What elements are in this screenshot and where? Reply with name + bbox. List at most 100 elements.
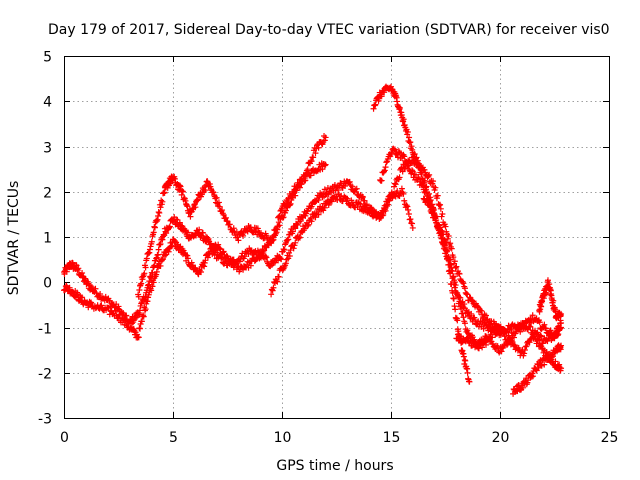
data-point bbox=[184, 255, 191, 262]
data-point bbox=[219, 207, 226, 214]
data-point bbox=[135, 293, 142, 300]
data-point bbox=[430, 178, 437, 185]
data-point bbox=[156, 241, 163, 248]
data-point bbox=[382, 164, 389, 171]
data-point bbox=[498, 348, 505, 355]
data-point bbox=[150, 279, 157, 286]
x-tick-label: 25 bbox=[601, 430, 619, 446]
data-point bbox=[230, 225, 237, 232]
data-point bbox=[515, 381, 522, 388]
data-point bbox=[148, 238, 155, 245]
data-point bbox=[442, 223, 449, 230]
data-point bbox=[158, 197, 165, 204]
data-point bbox=[454, 293, 461, 300]
data-point bbox=[269, 287, 276, 294]
data-point bbox=[421, 177, 428, 184]
data-point bbox=[165, 248, 172, 255]
data-point bbox=[279, 267, 286, 274]
data-point bbox=[140, 313, 147, 320]
data-point bbox=[558, 365, 565, 372]
data-point bbox=[479, 344, 486, 351]
data-point bbox=[366, 210, 373, 217]
data-point bbox=[199, 229, 206, 236]
data-point bbox=[286, 202, 293, 209]
data-point bbox=[198, 269, 205, 276]
data-point bbox=[322, 161, 329, 168]
data-point bbox=[153, 218, 160, 225]
data-point bbox=[363, 202, 370, 209]
data-point bbox=[153, 255, 160, 262]
data-point bbox=[168, 242, 175, 249]
data-point bbox=[399, 168, 406, 175]
chart-title: Day 179 of 2017, Sidereal Day-to-day VTE… bbox=[48, 22, 610, 38]
data-point bbox=[409, 224, 416, 231]
data-point bbox=[438, 213, 445, 220]
y-tick-label: -3 bbox=[38, 412, 52, 428]
data-point bbox=[437, 201, 444, 208]
data-point bbox=[401, 197, 408, 204]
data-point bbox=[187, 213, 194, 220]
data-point bbox=[226, 221, 233, 228]
data-point bbox=[346, 178, 353, 185]
data-point bbox=[273, 229, 280, 236]
data-point bbox=[216, 203, 223, 210]
data-point bbox=[391, 180, 398, 187]
data-point bbox=[194, 197, 201, 204]
data-point bbox=[270, 284, 277, 291]
data-point bbox=[292, 239, 299, 246]
data-point bbox=[308, 218, 315, 225]
data-point bbox=[534, 337, 541, 344]
data-point bbox=[353, 185, 360, 192]
data-point bbox=[116, 311, 123, 318]
data-point bbox=[307, 172, 314, 179]
data-point bbox=[315, 196, 322, 203]
data-point bbox=[151, 223, 158, 230]
data-point bbox=[541, 361, 548, 368]
data-point bbox=[305, 221, 312, 228]
data-point bbox=[144, 298, 151, 305]
data-point bbox=[148, 287, 155, 294]
data-point bbox=[409, 167, 416, 174]
data-point bbox=[145, 294, 152, 301]
data-point bbox=[503, 328, 510, 335]
data-point bbox=[486, 335, 493, 342]
data-point bbox=[438, 235, 445, 242]
data-point bbox=[206, 181, 213, 188]
data-point bbox=[537, 332, 544, 339]
data-point bbox=[303, 167, 310, 174]
data-point bbox=[292, 225, 299, 232]
data-point bbox=[299, 178, 306, 185]
data-point bbox=[405, 162, 412, 169]
data-point bbox=[522, 343, 529, 350]
data-point bbox=[361, 197, 368, 204]
data-point bbox=[212, 195, 219, 202]
data-point bbox=[235, 237, 242, 244]
data-point bbox=[517, 328, 524, 335]
data-point bbox=[87, 283, 94, 290]
data-point bbox=[558, 310, 565, 317]
data-point bbox=[459, 310, 466, 317]
data-point bbox=[201, 263, 208, 270]
data-point bbox=[82, 275, 89, 282]
data-point bbox=[275, 219, 282, 226]
tick-layer: 0 5 10 15 20 25 -3 -2 -1 0 1 2 3 4 5 bbox=[38, 50, 618, 447]
data-point bbox=[439, 210, 446, 217]
data-point bbox=[419, 180, 426, 187]
data-point bbox=[92, 285, 99, 292]
data-point bbox=[486, 321, 493, 328]
data-point bbox=[140, 312, 147, 319]
data-point bbox=[489, 340, 496, 347]
data-point bbox=[321, 186, 328, 193]
data-point bbox=[466, 378, 473, 385]
data-point bbox=[97, 290, 104, 297]
data-point bbox=[277, 255, 284, 262]
data-point bbox=[308, 203, 315, 210]
y-axis-label: SDTVAR / TECUs bbox=[6, 181, 22, 296]
data-point bbox=[460, 280, 467, 287]
data-point bbox=[454, 317, 461, 324]
data-point bbox=[85, 304, 92, 311]
data-point bbox=[112, 308, 119, 315]
data-point bbox=[285, 236, 292, 243]
data-point bbox=[451, 303, 458, 310]
data-point bbox=[155, 251, 162, 258]
